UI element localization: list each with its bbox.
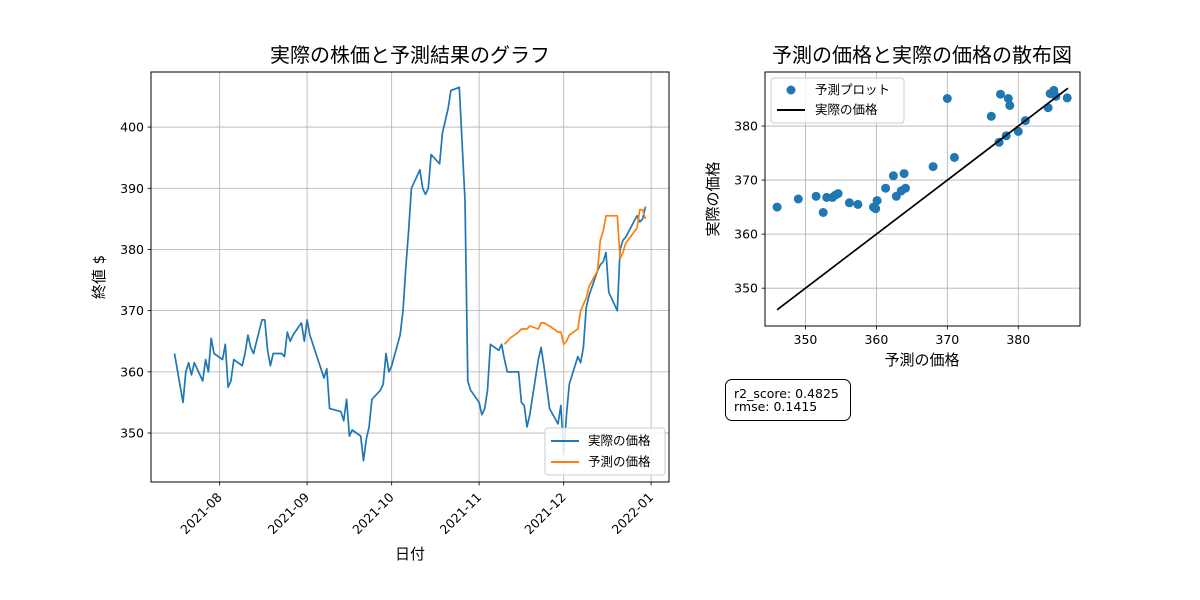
- line-chart-title: 実際の株価と予測結果のグラフ: [270, 43, 550, 67]
- prediction-point: [871, 204, 881, 214]
- prediction-point: [772, 202, 782, 212]
- line-chart-xlabel: 日付: [395, 545, 425, 563]
- prediction-point: [996, 89, 1005, 99]
- r2-score-text: r2_score: 0.4825: [734, 386, 839, 401]
- line-chart-xtick-label: 2021-08: [177, 489, 225, 537]
- scatter-chart-xtick-label: 350: [794, 332, 818, 347]
- scatter-chart-xlabel: 予測の価格: [884, 351, 959, 369]
- line-chart-frame: [150, 71, 670, 483]
- legend-label-actual-line: 実際の価格: [815, 102, 878, 117]
- scatter-chart-ytick-label: 350: [734, 281, 758, 296]
- scatter-chart-xtick-label: 380: [1006, 332, 1030, 347]
- prediction-point: [1062, 93, 1072, 103]
- prediction-point: [1003, 94, 1013, 103]
- line-chart-panel: 350 360 370 380 390 400 2021-08 2021-09 2021-10 2…: [90, 43, 670, 563]
- line-chart-ytick-label: 390: [120, 181, 144, 196]
- line-chart-legend-box: [544, 427, 666, 476]
- prediction-point: [853, 199, 863, 209]
- scatter-chart-ytick-label: 370: [734, 173, 758, 188]
- line-chart-series: [173, 86, 647, 462]
- actual-price-line: [173, 86, 647, 462]
- legend-label-prediction: 予測プロット: [815, 82, 890, 97]
- line-chart-xtick-label: 2021-12: [521, 490, 569, 538]
- legend-label-actual: 実際の価格: [588, 433, 651, 448]
- prediction-point: [1043, 103, 1053, 113]
- scatter-chart-ytick-label: 380: [734, 119, 758, 134]
- scatter-chart-legend: 予測プロット 実際の価格: [770, 77, 905, 124]
- prediction-point: [899, 169, 909, 179]
- line-chart-xtick-label: 2021-09: [265, 489, 313, 537]
- line-chart-ytick-label: 360: [120, 364, 144, 379]
- prediction-point: [793, 194, 803, 204]
- scatter-chart-ytick-label: 360: [734, 227, 758, 242]
- prediction-point: [872, 196, 882, 206]
- prediction-point: [1005, 101, 1015, 110]
- scatter-chart-ylabel: 実際の価格: [704, 161, 722, 236]
- line-chart-ytick-label: 370: [120, 303, 144, 318]
- line-chart-ylabel: 終値 $: [90, 255, 108, 299]
- scatter-chart-frame: [764, 71, 1081, 327]
- prediction-point: [888, 171, 898, 181]
- line-chart-xtick-label: 2021-11: [437, 490, 485, 538]
- line-chart-legend: 実際の価格 予測の価格: [544, 427, 666, 476]
- prediction-point: [811, 191, 821, 201]
- prediction-point: [833, 189, 843, 199]
- legend-label-predicted: 予測の価格: [588, 454, 651, 469]
- line-chart-xtick-label: 2022-01: [609, 490, 657, 538]
- prediction-point: [901, 183, 910, 193]
- prediction-point: [928, 162, 938, 172]
- scatter-chart-xtick-label: 370: [935, 332, 959, 347]
- legend-marker-prediction: [786, 85, 796, 95]
- line-chart-ytick-label: 400: [120, 120, 144, 135]
- prediction-point: [942, 94, 952, 103]
- prediction-point: [1013, 126, 1023, 136]
- scatter-chart-ticks: 350 360 370 380 350 360 370 380: [734, 119, 1030, 347]
- predicted-price-line: [503, 208, 647, 346]
- prediction-point: [881, 183, 891, 193]
- line-chart-grid: [151, 72, 669, 482]
- scatter-chart-legend-box: [770, 77, 905, 124]
- prediction-point: [994, 137, 1004, 147]
- rmse-text: rmse: 0.1415: [734, 399, 818, 414]
- line-chart-ytick-label: 350: [120, 426, 144, 441]
- line-chart-xtick-label: 2021-10: [349, 489, 397, 537]
- scatter-chart-xtick-label: 360: [864, 332, 888, 347]
- prediction-point: [986, 111, 996, 121]
- scatter-chart-series: [772, 85, 1072, 311]
- actual-price-reference-line: [776, 87, 1069, 311]
- prediction-point: [818, 208, 828, 217]
- metrics-box: r2_score: 0.4825 rmse: 0.1415: [725, 379, 851, 421]
- prediction-point: [949, 152, 959, 162]
- scatter-chart-title: 予測の価格と実際の価格の散布図: [772, 43, 1072, 67]
- prediction-point: [844, 198, 854, 208]
- scatter-chart-panel: 350 360 370 380 350 360 370 380 予測の価格と実際の価格の散布図…: [704, 43, 1081, 369]
- line-chart-ytick-label: 380: [120, 242, 144, 257]
